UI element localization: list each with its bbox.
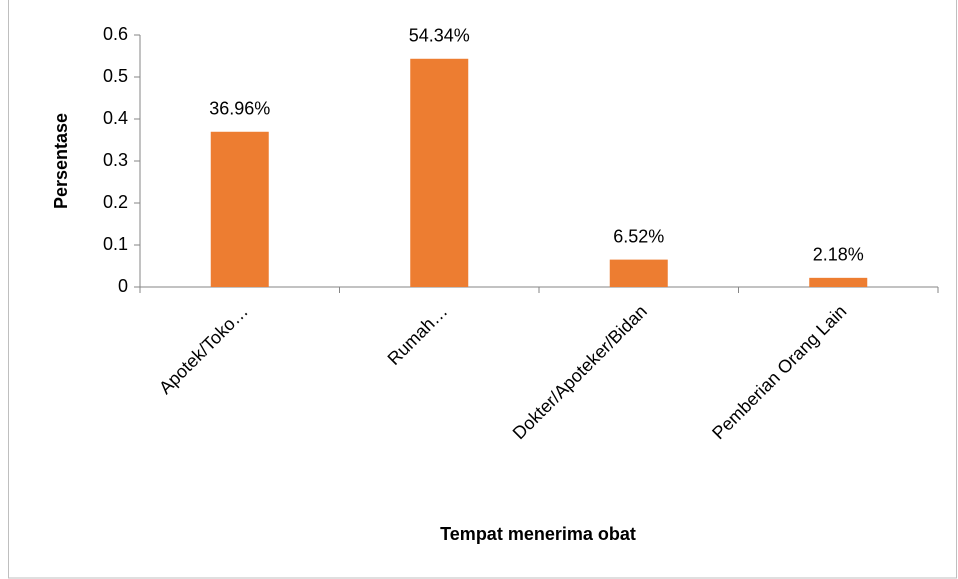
x-tick-label: Rumah… — [384, 301, 452, 369]
bar — [609, 259, 668, 287]
bar — [809, 277, 868, 287]
bar — [410, 58, 469, 287]
y-tick-label: 0 — [118, 276, 128, 296]
x-tick-label: Apotek/Toko… — [155, 301, 252, 398]
y-tick-label: 0.2 — [103, 192, 128, 212]
y-tick-label: 0.4 — [103, 108, 128, 128]
x-tick-label: Dokter/Apoteker/Bidan — [509, 301, 651, 443]
x-tick-label: Pemberian Orang Lain — [708, 301, 850, 443]
y-tick-label: 0.3 — [103, 150, 128, 170]
y-tick-label: 0.6 — [103, 24, 128, 44]
y-axis-label: Persentase — [51, 113, 71, 209]
x-axis-label: Tempat menerima obat — [440, 524, 636, 544]
data-label: 2.18% — [813, 245, 864, 265]
data-label: 36.96% — [209, 99, 270, 119]
y-tick-label: 0.5 — [103, 66, 128, 86]
y-tick-label: 0.1 — [103, 234, 128, 254]
data-label: 6.52% — [613, 226, 664, 246]
data-label: 54.34% — [409, 26, 470, 46]
bar — [210, 131, 269, 287]
chart-border — [8, 0, 957, 579]
